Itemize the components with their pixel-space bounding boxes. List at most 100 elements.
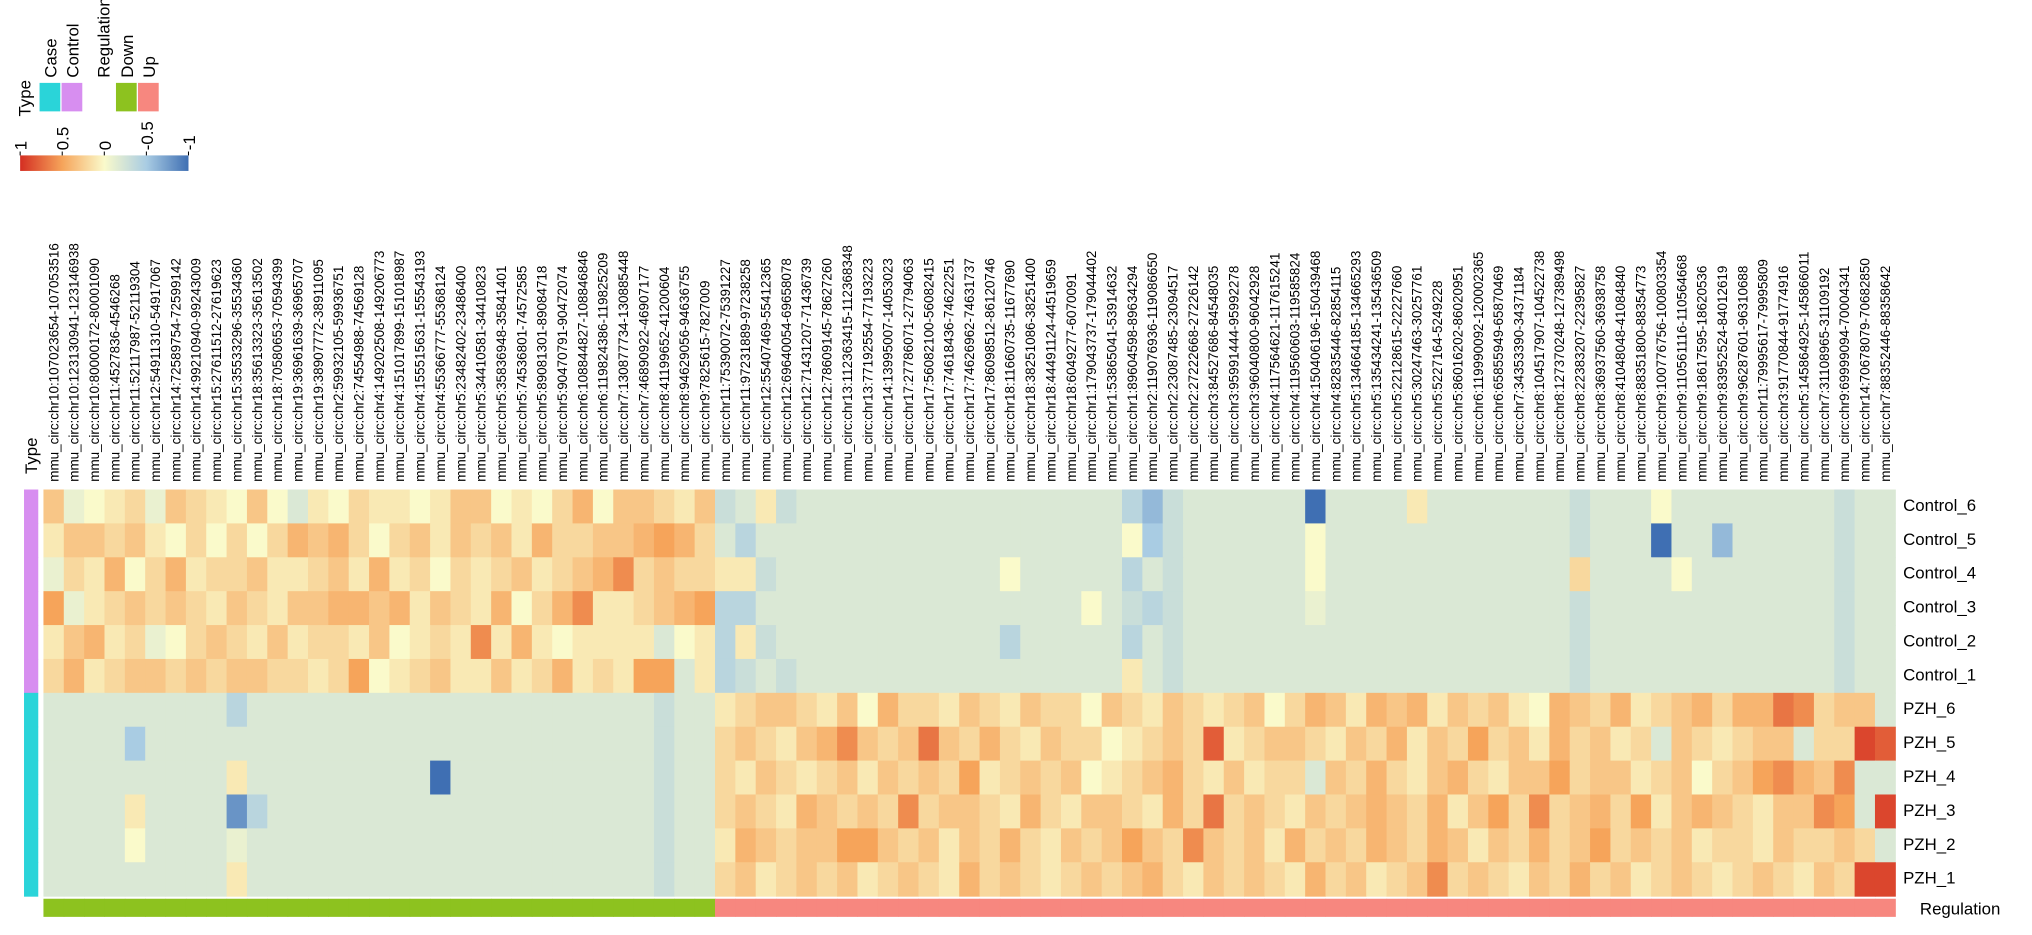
heatmap-cell <box>694 862 716 897</box>
column-label: mmu_circ:chr14:72589754-72599142 <box>168 258 183 482</box>
heatmap-cell <box>1630 760 1652 796</box>
heatmap-cell <box>328 692 350 728</box>
heatmap-cell <box>572 523 594 558</box>
heatmap-cell <box>1223 591 1245 626</box>
column-label: mmu_circ:chr7:46890922-46907177 <box>636 266 651 482</box>
heatmap-cell <box>715 625 736 660</box>
heatmap-cell <box>898 523 920 558</box>
heatmap-cell <box>491 523 513 558</box>
heatmap-cell <box>1060 692 1082 728</box>
heatmap-cell <box>1569 625 1591 660</box>
heatmap-cell <box>1386 794 1408 829</box>
heatmap-cell <box>1874 760 1896 796</box>
heatmap-cell <box>1142 523 1164 558</box>
column-annotation-cell <box>1284 898 1306 917</box>
heatmap-cell <box>1610 692 1632 728</box>
heatmap-cell <box>1874 828 1896 863</box>
heatmap-cell <box>877 523 899 558</box>
heatmap-cell <box>1488 726 1510 762</box>
heatmap-cell <box>1651 794 1672 829</box>
heatmap-cell <box>328 828 350 863</box>
heatmap-cell <box>63 557 85 592</box>
heatmap-cell <box>1325 489 1347 524</box>
heatmap-cell <box>938 591 960 626</box>
heatmap-cell <box>552 726 574 762</box>
heatmap-cell <box>206 591 228 626</box>
heatmap-cell <box>348 591 370 626</box>
heatmap-cell <box>165 760 187 796</box>
heatmap-cell <box>1081 828 1103 863</box>
column-annotation-cell <box>389 898 411 917</box>
heatmap-cell <box>430 489 451 524</box>
heatmap-cell <box>84 489 106 524</box>
heatmap-cell <box>1305 523 1327 558</box>
heatmap-cell <box>1264 658 1286 694</box>
heatmap-cell <box>1101 557 1123 592</box>
heatmap-cell <box>653 523 675 558</box>
heatmap-cell <box>1427 726 1449 762</box>
heatmap-cell <box>63 760 85 796</box>
column-annotation-cell <box>267 898 289 917</box>
heatmap-cell <box>1020 489 1042 524</box>
heatmap-cell <box>430 658 451 694</box>
heatmap-cell <box>735 489 757 524</box>
column-annotation-cell <box>1467 898 1489 917</box>
heatmap-cell <box>430 625 451 660</box>
heatmap-cell <box>348 726 370 762</box>
heatmap-cell <box>1834 760 1856 796</box>
heatmap-cell <box>409 760 431 796</box>
heatmap-cell <box>1813 489 1835 524</box>
column-annotation-cell <box>938 898 960 917</box>
heatmap-cell <box>307 489 329 524</box>
column-annotation-cell <box>511 898 533 917</box>
heatmap-cell <box>531 760 553 796</box>
heatmap-cell <box>511 489 533 524</box>
heatmap-cell <box>1712 828 1734 863</box>
heatmap-cell <box>43 591 65 626</box>
heatmap-cell <box>1386 692 1408 728</box>
heatmap-cell <box>1732 625 1754 660</box>
heatmap-cell <box>348 523 370 558</box>
column-label: mmu_circ:chr3:96040800-96042928 <box>1247 266 1262 482</box>
colorbar-tick-label: -0.5 <box>138 121 157 150</box>
heatmap-cell <box>1793 591 1815 626</box>
heatmap-cell <box>918 591 940 626</box>
heatmap-cell <box>1366 489 1388 524</box>
heatmap-cell <box>1325 658 1347 694</box>
column-label: mmu_circ:chr8:41048048-41084840 <box>1613 266 1628 482</box>
column-label: mmu_circ:chr8:36937560-36938758 <box>1593 266 1608 482</box>
heatmap-cell <box>409 625 431 660</box>
heatmap-cell <box>1590 523 1611 558</box>
column-label: mmu_circ:chr1:53865041-53914632 <box>1104 266 1119 482</box>
heatmap-cell <box>1060 726 1082 762</box>
heatmap-cell <box>1671 523 1693 558</box>
heatmap-cell <box>715 828 736 863</box>
heatmap-cell <box>1101 862 1123 897</box>
heatmap-cell <box>959 557 981 592</box>
heatmap-cell <box>1752 794 1774 829</box>
heatmap-cell <box>307 591 329 626</box>
heatmap-cell <box>1691 523 1713 558</box>
heatmap-cell <box>1773 726 1795 762</box>
heatmap-cell <box>1244 760 1265 796</box>
heatmap-cell <box>307 658 329 694</box>
column-annotation-cell <box>104 898 126 917</box>
heatmap-cell <box>1122 557 1143 592</box>
heatmap-cell <box>1345 862 1367 897</box>
heatmap-cell <box>1773 557 1795 592</box>
heatmap-cell <box>206 828 228 863</box>
heatmap-cell <box>1427 760 1449 796</box>
heatmap-cell <box>1183 489 1204 524</box>
heatmap-cell <box>63 862 85 897</box>
heatmap-cell <box>1040 760 1062 796</box>
heatmap-cell <box>389 489 411 524</box>
heatmap-cell <box>43 557 65 592</box>
heatmap-cell <box>653 591 675 626</box>
heatmap-cell <box>491 692 513 728</box>
heatmap-cell <box>592 625 614 660</box>
heatmap-cell <box>104 489 126 524</box>
heatmap-cell <box>226 489 248 524</box>
heatmap-cell <box>165 523 187 558</box>
heatmap-cell <box>552 523 574 558</box>
heatmap-cell <box>1467 523 1489 558</box>
